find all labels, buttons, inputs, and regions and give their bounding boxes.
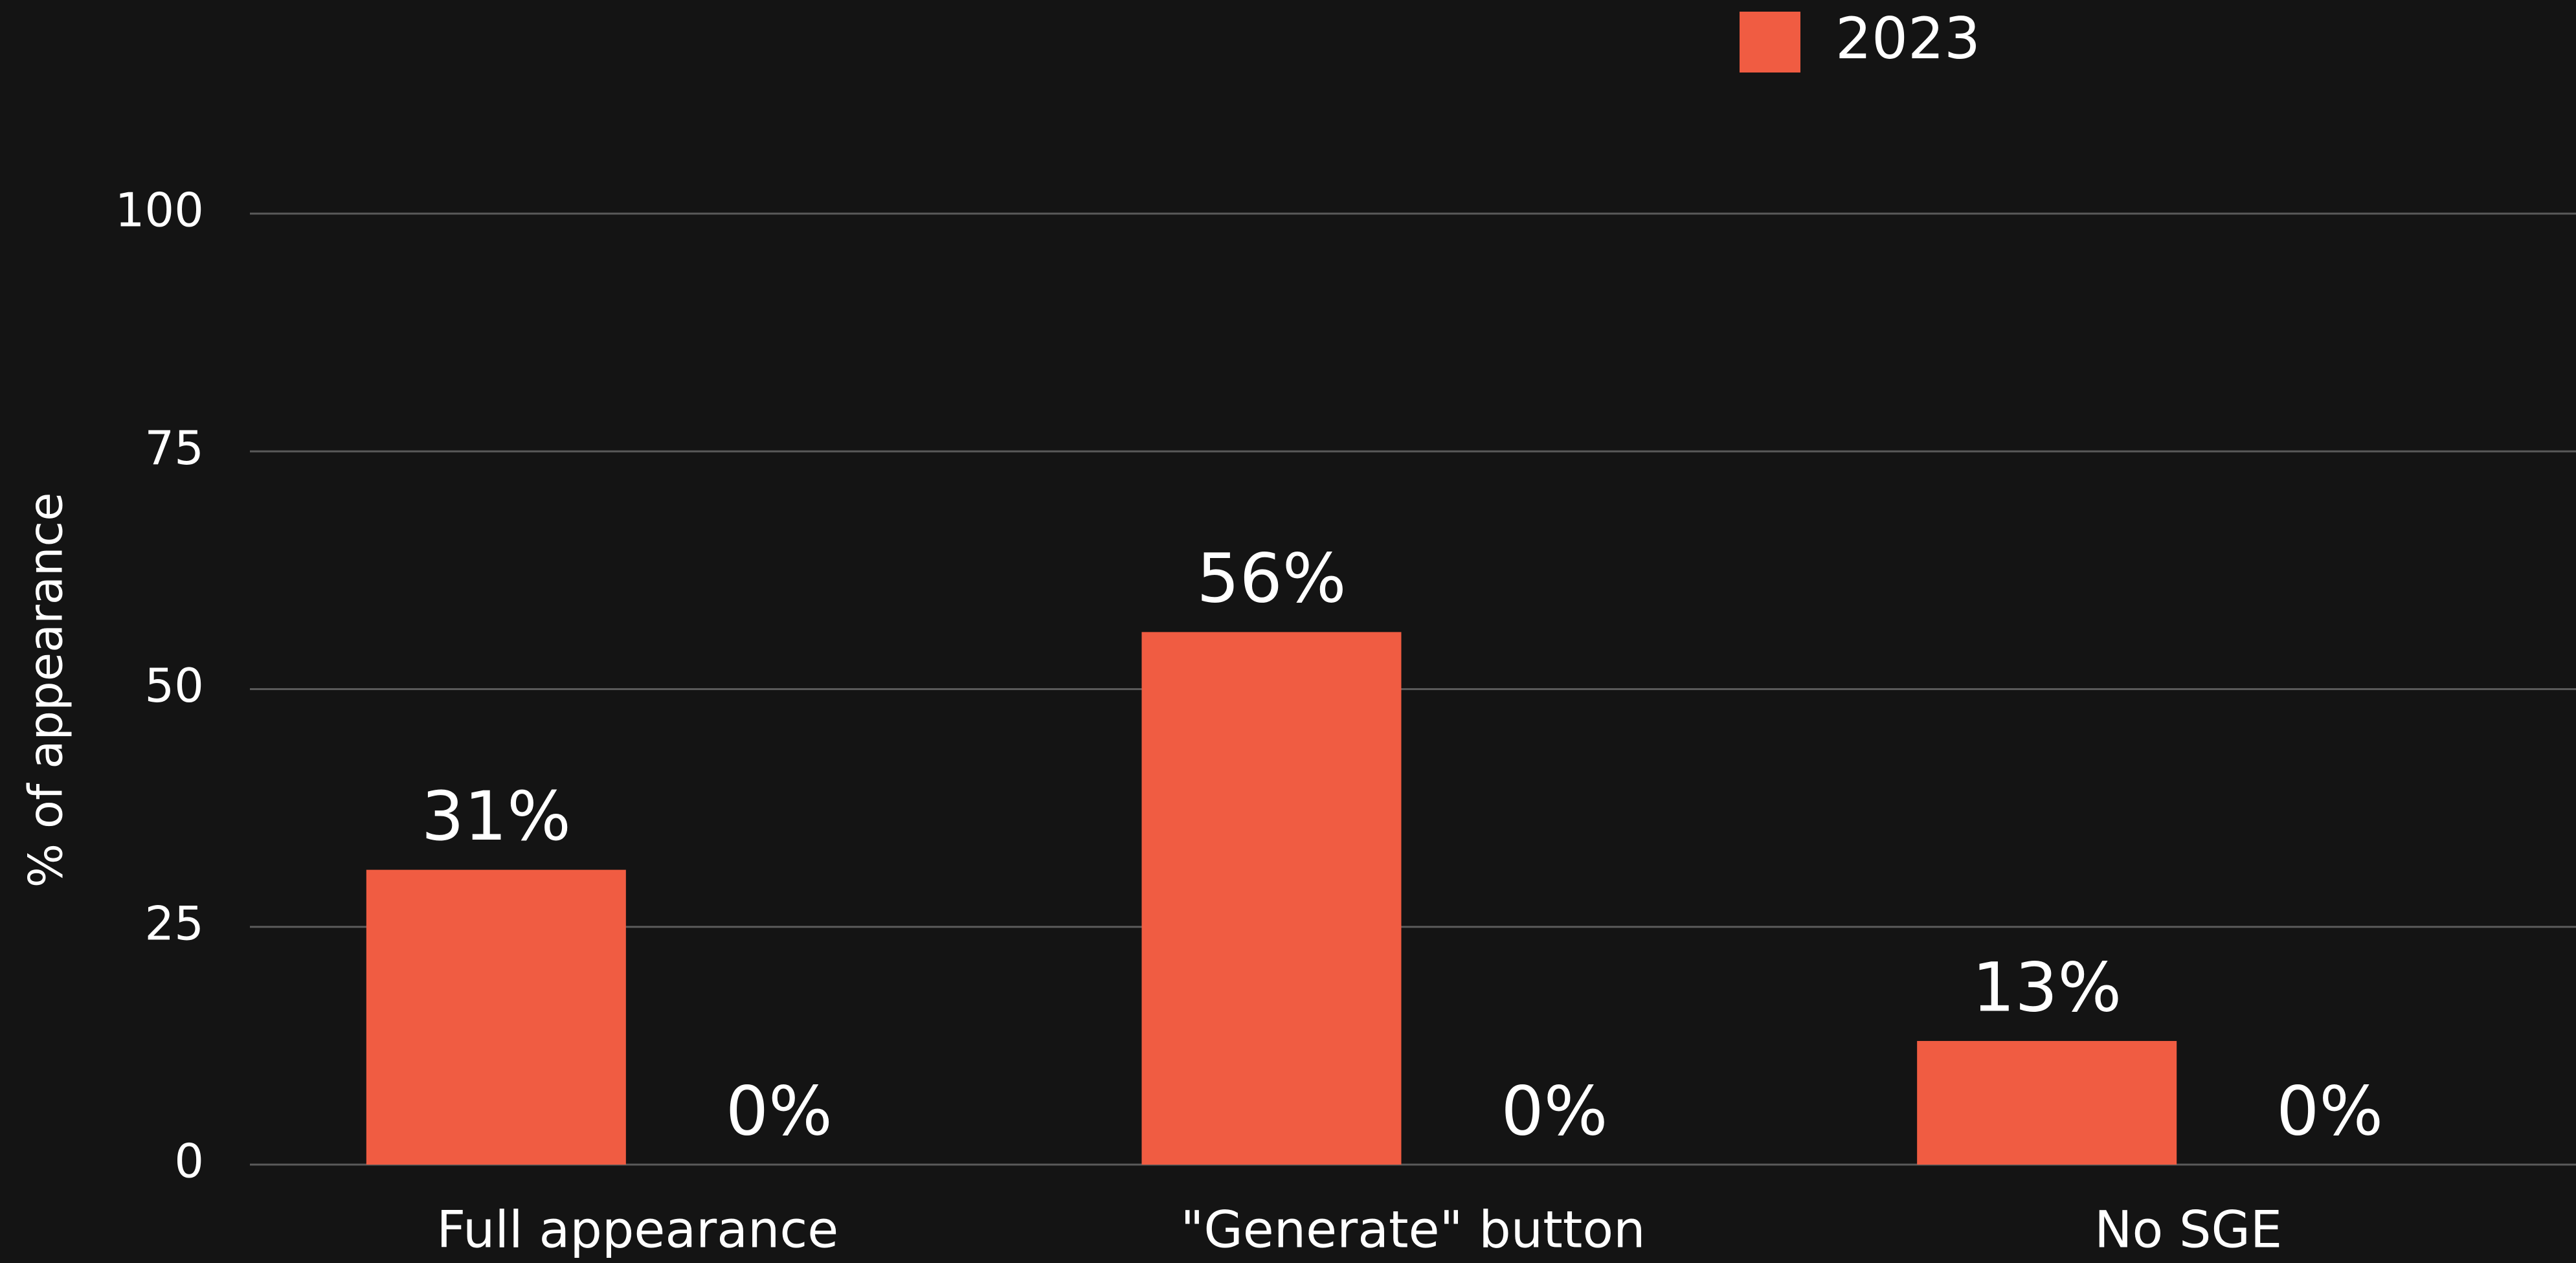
bar [1141, 632, 1402, 1165]
bar [366, 869, 626, 1165]
legend-swatch [1740, 12, 1800, 73]
y-tick-label: 0 [174, 1134, 204, 1189]
x-tick-label: Full appearance [436, 1201, 838, 1259]
data-label: 0% [1501, 1071, 1608, 1150]
y-axis-label: % of appearance [19, 493, 73, 888]
x-tick-label: "Generate" button [1180, 1201, 1645, 1259]
y-tick-label: 75 [144, 421, 204, 475]
data-label: 0% [2276, 1071, 2383, 1150]
data-label: 0% [726, 1071, 833, 1150]
legend-label: 2023 [1835, 5, 1980, 72]
data-label: 56% [1196, 539, 1346, 618]
y-tick-label: 50 [144, 658, 204, 713]
y-tick-label: 100 [115, 183, 204, 238]
data-label: 13% [1972, 948, 2122, 1027]
bar [1917, 1041, 2177, 1165]
x-tick-label: No SGE [2094, 1201, 2282, 1259]
data-label: 31% [421, 777, 571, 856]
y-tick-label: 25 [144, 896, 204, 950]
